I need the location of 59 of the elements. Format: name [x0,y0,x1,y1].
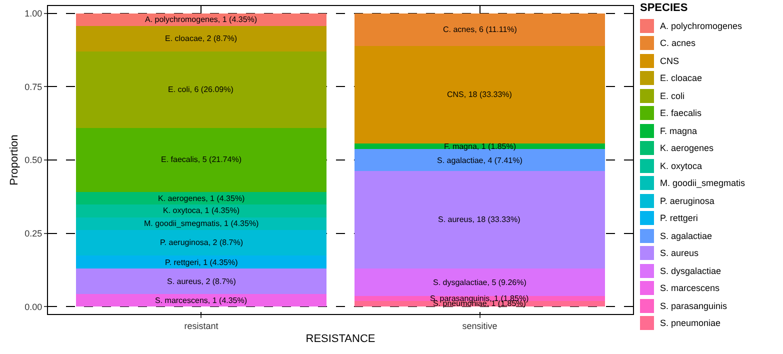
data-label: P. rettgeri, 1 (4.35%) [165,258,238,267]
bar [354,268,606,296]
y-tick-label: 0.50 [24,155,42,166]
x-axis-title: RESISTANCE [306,333,376,345]
legend-label: P. aeruginosa [660,196,714,206]
legend-label: S. pneumoniae [660,318,721,328]
x-tick-label: resistant [184,320,219,331]
data-label: CNS, 18 (33.33%) [447,90,512,99]
data-label: E. coli, 6 (26.09%) [168,85,234,94]
legend-label: K. aerogenes [660,143,714,154]
legend-label: E. faecalis [660,108,702,118]
bar [354,13,606,46]
data-label: E. faecalis, 5 (21.74%) [161,155,242,164]
legend-label: A. polychromogenes [660,20,742,31]
data-label: F. magna, 1 (1.85%) [444,142,516,151]
data-label: S. agalactiae, 4 (7.41%) [437,156,523,165]
y-tick-label: 0.75 [24,82,42,92]
legend-label: E. coli [660,90,685,101]
legend-label: C. acnes [660,38,696,48]
legend-label: M. goodii_smegmatis [660,178,746,188]
y-axis-title: Proportion [8,134,20,186]
data-label: S. aureus, 2 (8.7%) [167,277,236,286]
data-label: M. goodii_smegmatis, 1 (4.35%) [144,219,260,228]
bar [76,52,327,128]
data-label: S. dysgalactiae, 5 (9.26%) [433,278,527,287]
bar [76,26,327,52]
legend-label: S. agalactiae [660,230,712,241]
bar [76,192,327,205]
data-label: C. acnes, 6 (11.11%) [443,25,518,34]
data-label: K. oxytoca, 1 (4.35%) [163,206,240,215]
legend-label: F. magna [660,126,698,136]
bar [76,128,327,192]
legend-label: S. dysgalactiae [660,266,722,276]
bar [354,170,606,269]
y-tick-label: 0.00 [24,302,42,312]
y-tick-label: 1.00 [24,8,42,18]
bar [76,230,327,256]
legend-label: E. cloacae [660,73,702,84]
bar [76,268,327,294]
bar [354,46,606,144]
data-label: P. aeruginosa, 2 (8.7%) [160,238,244,247]
bar [76,204,327,218]
bar [76,294,327,307]
data-label: E. cloacae, 2 (8.7%) [165,34,238,43]
y-tick-label: 0.25 [24,228,42,238]
legend-label: P. rettgeri [660,213,698,224]
legend-label: K. oxytoca [660,160,702,171]
data-label: S. marcescens, 1 (4.35%) [155,296,248,305]
bar [354,149,606,171]
legend-title: SPECIES [640,2,689,14]
data-label: K. aerogenes, 1 (4.35%) [158,194,246,203]
legend-label: S. marcescens [660,283,720,294]
x-tick-label: sensitive [462,320,498,331]
legend-label: CNS [660,56,680,66]
data-label: S. aureus, 18 (33.33%) [438,215,521,224]
legend-label: S. aureus [660,248,699,258]
bar [76,256,327,268]
data-label: A. polychromogenes, 1 (4.35%) [145,15,258,24]
legend-label: S. parasanguinis [660,300,728,311]
